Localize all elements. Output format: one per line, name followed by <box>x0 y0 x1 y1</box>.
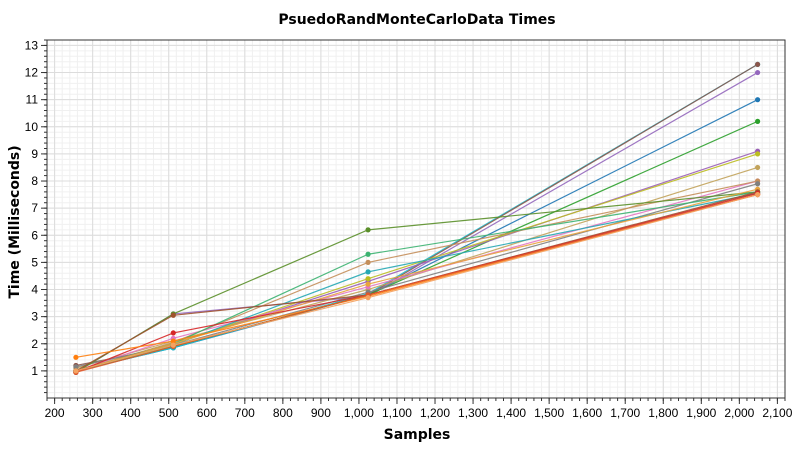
x-tick-label: 1,900 <box>686 406 716 420</box>
y-tick-label: 9 <box>31 147 38 161</box>
plot-area: 200 300 400 500 600 700 800 900 1,000 1,100 1,200 1… <box>25 38 793 420</box>
data-point <box>170 342 176 348</box>
y-tick-label: 7 <box>31 201 38 215</box>
series-line-10 <box>75 180 758 372</box>
x-tick-label: 1,000 <box>344 406 374 420</box>
data-point <box>755 118 761 124</box>
data-point <box>755 191 761 198</box>
x-tick-label: 600 <box>197 406 217 420</box>
y-tick-label: 1 <box>31 364 38 378</box>
x-tick-label: 1,800 <box>648 406 678 420</box>
data-point <box>365 281 371 287</box>
x-tick-label: 1,700 <box>610 406 640 420</box>
y-tick-label: 2 <box>31 337 38 351</box>
series-line-9 <box>75 180 758 372</box>
data-point <box>755 61 761 68</box>
data-point <box>365 269 371 275</box>
x-axis: 200 300 400 500 600 700 800 900 1,000 1,100 1,200 1… <box>45 398 793 420</box>
x-tick-label: 2,100 <box>762 406 792 420</box>
x-tick-label: 500 <box>159 406 179 420</box>
data-point <box>73 368 79 374</box>
data-point <box>755 151 761 157</box>
y-tick-label: 4 <box>31 283 38 297</box>
x-tick-label: 1,200 <box>420 406 450 420</box>
x-tick-label: 200 <box>45 406 65 420</box>
data-point <box>365 276 371 282</box>
data-point <box>755 164 761 171</box>
y-tick-label: 5 <box>31 255 38 269</box>
grid-major <box>47 40 785 398</box>
x-tick-label: 700 <box>235 406 255 420</box>
data-point <box>755 97 761 103</box>
series-line-19 <box>75 194 758 373</box>
y-tick-label: 10 <box>25 120 39 134</box>
series-points <box>73 61 761 375</box>
data-point <box>170 330 176 336</box>
x-tick-label: 400 <box>121 406 141 420</box>
x-tick-label: 1,100 <box>382 406 412 420</box>
y-tick-label: 6 <box>31 228 38 242</box>
x-tick-label: 2,000 <box>724 406 754 420</box>
x-tick-label: 900 <box>311 406 331 420</box>
y-tick-label: 8 <box>31 174 38 188</box>
y-tick-label: 3 <box>31 310 38 324</box>
x-tick-label: 1,600 <box>572 406 602 420</box>
data-point <box>365 259 371 265</box>
data-point <box>170 338 176 344</box>
series-line-18 <box>75 194 758 358</box>
y-tick-label: 11 <box>26 93 39 107</box>
data-point <box>73 354 79 360</box>
series-line-17 <box>75 192 758 373</box>
data-point <box>170 312 176 318</box>
data-point <box>365 295 371 301</box>
data-point <box>365 251 371 257</box>
x-axis-label: Samples <box>384 427 451 443</box>
y-axis-label: Time (Milliseconds) <box>7 145 23 298</box>
chart-title: PsuedoRandMonteCarloData Times <box>278 12 555 28</box>
x-tick-label: 1,300 <box>458 406 488 420</box>
data-point <box>365 227 371 233</box>
series-line-16 <box>75 191 758 372</box>
series-lines <box>75 63 758 373</box>
x-tick-label: 300 <box>83 406 103 420</box>
series-line-20 <box>75 194 758 372</box>
x-tick-label: 800 <box>273 406 293 420</box>
y-tick-label: 12 <box>25 66 39 80</box>
x-tick-label: 1,400 <box>496 406 526 420</box>
y-tick-label: 13 <box>25 38 39 52</box>
x-tick-label: 1,500 <box>534 406 564 420</box>
data-point <box>755 69 761 76</box>
data-point <box>73 364 79 370</box>
data-point <box>755 181 761 187</box>
